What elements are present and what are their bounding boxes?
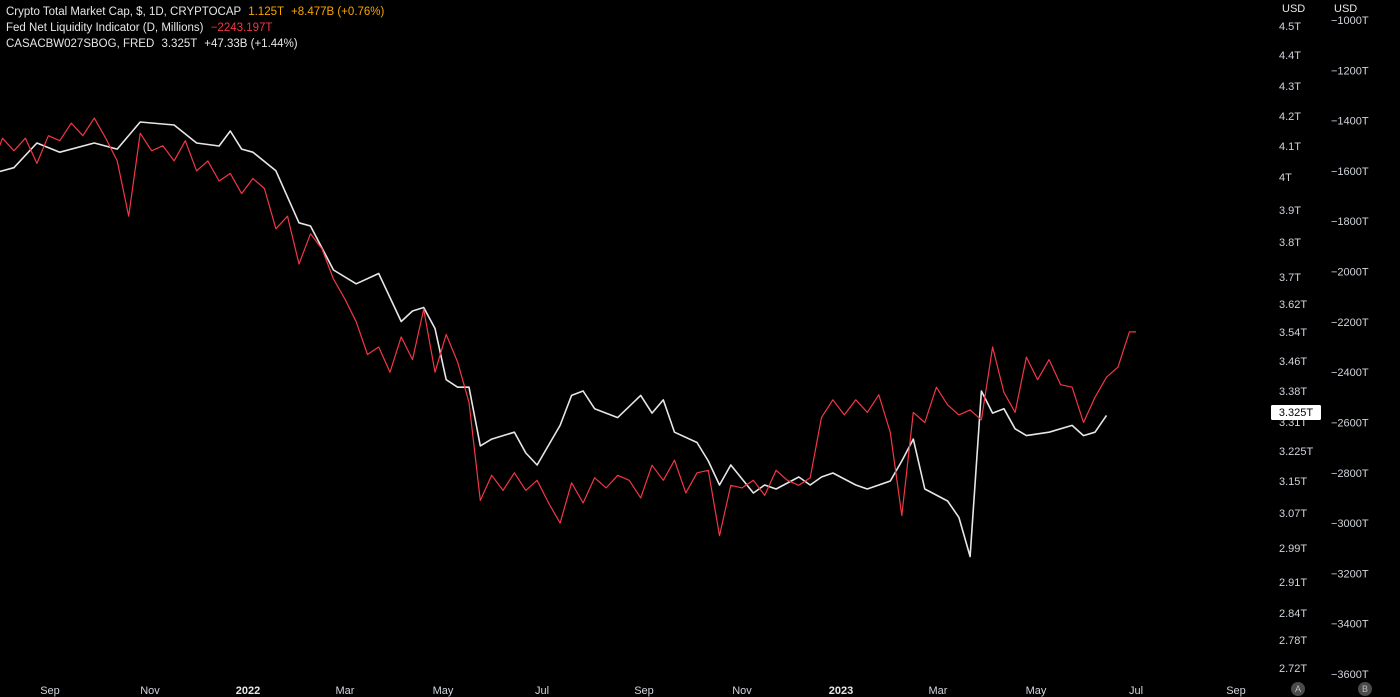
left-tick-label: 4.3T <box>1279 81 1301 93</box>
axis-button-b[interactable] <box>1358 682 1372 696</box>
legend-row-crypto[interactable]: Crypto Total Market Cap, $, 1D, CRYPTOCA… <box>6 4 384 20</box>
right-tick-label: −1600T <box>1331 166 1369 178</box>
left-tick-label: 3.9T <box>1279 205 1301 217</box>
left-tick-label: 3.225T <box>1279 446 1314 458</box>
plot-area[interactable] <box>0 117 1136 558</box>
right-tick-label: −3000T <box>1331 518 1369 530</box>
x-tick-label: Sep <box>1226 685 1246 697</box>
right-axis-unit: USD <box>1334 3 1358 15</box>
legend-row-casa[interactable]: CASACBW027SBOG, FRED 3.325T +47.33B (+1.… <box>6 36 384 52</box>
left-tick-label: 2.99T <box>1279 543 1307 555</box>
x-tick-label: Nov <box>140 685 160 697</box>
right-tick-label: −1800T <box>1331 216 1369 228</box>
right-tick-label: −3600T <box>1331 669 1369 681</box>
left-tick-label: 2.72T <box>1279 663 1307 675</box>
right-tick-label: −3200T <box>1331 568 1369 580</box>
current-value-badge: 3.325T <box>1271 405 1321 420</box>
x-tick-label: 2023 <box>829 685 853 697</box>
left-tick-label: 3.15T <box>1279 476 1307 488</box>
legend-value-crypto: 1.125T <box>248 6 284 18</box>
x-tick-label: Mar <box>929 685 948 697</box>
series-line-casacbw027sbog[interactable] <box>0 121 1108 558</box>
left-tick-label: 2.78T <box>1279 635 1307 647</box>
x-tick-label: May <box>433 685 454 697</box>
legend-label-fed: Fed Net Liquidity Indicator (D, Millions… <box>6 22 204 34</box>
left-axis-unit: USD <box>1282 3 1306 15</box>
left-tick-label: 3.46T <box>1279 356 1307 368</box>
left-tick-label: 3.54T <box>1279 327 1307 339</box>
legend-label-crypto: Crypto Total Market Cap, $, 1D, CRYPTOCA… <box>6 6 241 18</box>
x-tick-label: Sep <box>634 685 654 697</box>
x-tick-label: Jul <box>535 685 549 697</box>
right-tick-label: −2000T <box>1331 267 1369 279</box>
series-line-fed-net-liquidity[interactable] <box>0 117 1136 537</box>
right-tick-label: −1200T <box>1331 65 1369 77</box>
left-tick-label: 4.4T <box>1279 50 1301 62</box>
x-tick-label: Jul <box>1129 685 1143 697</box>
x-tick-label: 2022 <box>236 685 260 697</box>
legend-change-crypto: +8.477B (+0.76%) <box>291 6 385 18</box>
left-tick-label: 3.7T <box>1279 272 1301 284</box>
right-tick-label: −2800T <box>1331 468 1369 480</box>
left-tick-label: 2.91T <box>1279 577 1307 589</box>
price-axis-right[interactable]: −1000T −1200T −1400T −1600T −1800T −2000T −220… <box>1331 15 1369 681</box>
right-tick-label: −3400T <box>1331 619 1369 631</box>
axis-button-a[interactable] <box>1291 682 1305 696</box>
left-tick-label: 4.5T <box>1279 21 1301 33</box>
axis-button-label: B <box>1362 684 1368 694</box>
left-tick-label: 4.2T <box>1279 111 1301 123</box>
legend-value-fed: −2243.197T <box>210 22 273 34</box>
left-tick-label: 4.1T <box>1279 141 1301 153</box>
left-tick-label: 3.62T <box>1279 299 1307 311</box>
left-tick-label: 2.84T <box>1279 608 1307 620</box>
time-axis[interactable]: Sep Nov 2022 Mar May Jul Sep Nov 2023 Mar May Jul Se… <box>40 685 1246 697</box>
left-tick-label: 3.38T <box>1279 386 1307 398</box>
right-tick-label: −2200T <box>1331 317 1369 329</box>
right-tick-label: −1400T <box>1331 116 1369 128</box>
legend-change-casa: +47.33B (+1.44%) <box>204 38 298 50</box>
current-value-badge-text: 3.325T <box>1279 407 1314 419</box>
right-tick-label: −2400T <box>1331 367 1369 379</box>
axis-button-label: A <box>1295 684 1301 694</box>
x-tick-label: May <box>1026 685 1047 697</box>
legend-value-casa: 3.325T <box>161 38 198 50</box>
right-tick-label: −1000T <box>1331 15 1369 27</box>
x-tick-label: Mar <box>336 685 355 697</box>
right-tick-label: −2600T <box>1331 418 1369 430</box>
legend-row-fed[interactable]: Fed Net Liquidity Indicator (D, Millions… <box>6 20 384 36</box>
legend-label-casa: CASACBW027SBOG, FRED <box>6 38 155 50</box>
current-value-badge-bg <box>1271 405 1321 420</box>
left-tick-label: 3.8T <box>1279 237 1301 249</box>
legend: Crypto Total Market Cap, $, 1D, CRYPTOCA… <box>6 4 384 52</box>
x-tick-label: Sep <box>40 685 60 697</box>
left-tick-label: 4T <box>1279 172 1292 184</box>
x-tick-label: Nov <box>732 685 752 697</box>
left-tick-label: 3.07T <box>1279 508 1307 520</box>
